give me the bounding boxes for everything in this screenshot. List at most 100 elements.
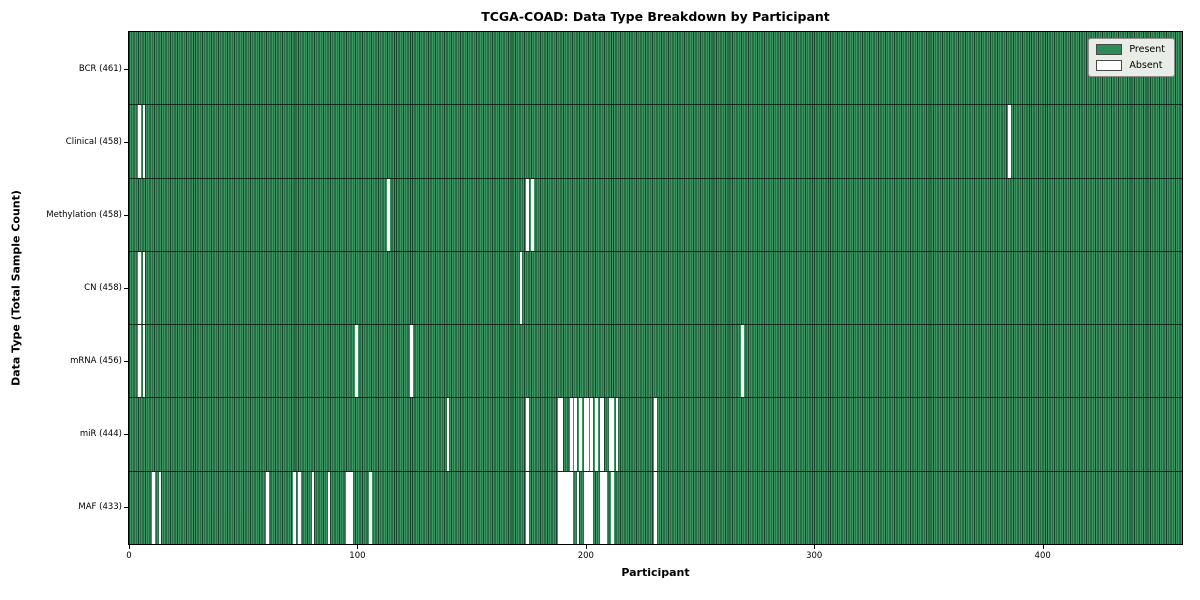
absent-stripe <box>138 105 141 178</box>
absent-stripe <box>654 471 658 544</box>
absent-stripe <box>590 398 594 471</box>
absent-stripe <box>569 398 573 471</box>
absent-stripe <box>585 398 589 471</box>
y-tick-label: Clinical (458) <box>65 136 122 147</box>
absent-stripe <box>298 471 301 544</box>
absent-stripe <box>368 471 372 544</box>
absent-stripe <box>560 398 564 471</box>
absent-stripe <box>293 471 297 544</box>
absent-stripe <box>346 471 349 544</box>
absent-stripe <box>266 471 269 544</box>
absent-stripe <box>519 251 523 325</box>
x-axis-title: Participant <box>621 566 690 579</box>
absent-stripe <box>610 398 614 471</box>
x-tick-mark <box>129 545 130 549</box>
absent-stripe <box>588 471 591 544</box>
absent-stripe <box>601 398 605 471</box>
absent-stripe <box>569 471 573 544</box>
y-tick-label: BCR (461) <box>78 63 122 74</box>
absent-stripe <box>578 398 582 471</box>
x-tick-label: 200 <box>577 551 594 561</box>
absent-stripe <box>327 471 331 544</box>
chart-title: TCGA-COAD: Data Type Breakdown by Partic… <box>481 9 830 24</box>
absent-stripe <box>1008 105 1012 178</box>
x-tick-label: 300 <box>806 551 823 561</box>
absent-stripe <box>409 325 413 398</box>
legend-label: Absent <box>1129 60 1163 71</box>
absent-stripe <box>526 398 530 471</box>
heatmap-row-maf <box>129 471 1182 544</box>
y-tick-label: CN (458) <box>84 283 122 293</box>
absent-stripe <box>608 398 612 471</box>
heatmap-rows <box>129 32 1182 544</box>
y-tick-mark <box>124 68 128 70</box>
absent-stripe <box>138 325 141 398</box>
absent-stripe <box>594 398 598 471</box>
heatmap-row-clinical <box>129 105 1182 179</box>
absent-stripe <box>560 471 564 544</box>
legend-swatch-present <box>1096 44 1123 55</box>
absent-stripe <box>142 325 146 398</box>
absent-stripe <box>604 471 607 544</box>
absent-stripe <box>526 178 530 251</box>
x-tick-label: 400 <box>1034 551 1051 561</box>
y-tick-label: Methylation (458) <box>46 209 122 220</box>
x-tick-label: 0 <box>126 551 132 561</box>
absent-stripe <box>558 471 562 544</box>
heatmap-row-methylation <box>129 178 1182 252</box>
y-tick-mark <box>124 288 128 289</box>
absent-stripe <box>387 178 390 251</box>
absent-stripe <box>350 471 354 544</box>
legend-item-present: Present <box>1096 44 1165 55</box>
absent-stripe <box>576 471 580 544</box>
absent-stripe <box>311 471 315 544</box>
absent-stripe <box>583 471 587 544</box>
heatmap-row-bcr <box>129 32 1182 106</box>
absent-stripe <box>348 471 351 544</box>
absent-stripe <box>138 251 141 325</box>
absent-stripe <box>654 398 658 471</box>
y-tick-label: mRNA (456) <box>70 356 122 367</box>
absent-stripe <box>446 398 450 471</box>
absent-stripe <box>615 398 619 471</box>
absent-stripe <box>355 325 358 398</box>
absent-stripe <box>583 398 587 471</box>
x-tick-mark <box>814 545 816 549</box>
absent-stripe <box>565 471 568 544</box>
y-tick-mark <box>124 214 128 216</box>
absent-stripe <box>590 471 594 544</box>
absent-stripe <box>142 251 146 325</box>
absent-stripe <box>558 398 562 471</box>
absent-stripe <box>574 398 578 471</box>
y-tick-label: MAF (433) <box>78 502 122 513</box>
absent-stripe <box>151 471 155 544</box>
legend-label: Present <box>1129 44 1165 55</box>
y-tick-mark <box>124 434 128 436</box>
legend-swatch-absent <box>1096 60 1123 71</box>
absent-stripe <box>526 471 530 544</box>
heatmap-row-mrna <box>129 325 1182 399</box>
y-tick-mark <box>124 141 128 143</box>
absent-stripe <box>562 471 566 544</box>
absent-stripe <box>599 398 603 471</box>
x-tick-label: 100 <box>349 551 366 561</box>
absent-stripe <box>741 325 744 398</box>
legend-item-absent: Absent <box>1096 60 1165 71</box>
absent-stripe <box>585 471 589 544</box>
absent-stripe <box>610 471 614 544</box>
x-tick-mark <box>357 545 359 549</box>
absent-stripe <box>601 471 605 544</box>
absent-stripe <box>142 105 146 178</box>
absent-stripe <box>599 471 603 544</box>
absent-stripe <box>531 178 534 251</box>
absent-stripe <box>158 471 162 544</box>
plot-area: Present Absent <box>128 31 1183 545</box>
heatmap-row-cn <box>129 251 1182 326</box>
x-tick-mark <box>1042 545 1044 549</box>
y-tick-label: miR (444) <box>79 429 122 440</box>
y-tick-mark <box>124 507 128 509</box>
y-tick-mark <box>124 361 128 363</box>
legend: Present Absent <box>1088 38 1175 77</box>
x-tick-mark <box>585 545 587 549</box>
